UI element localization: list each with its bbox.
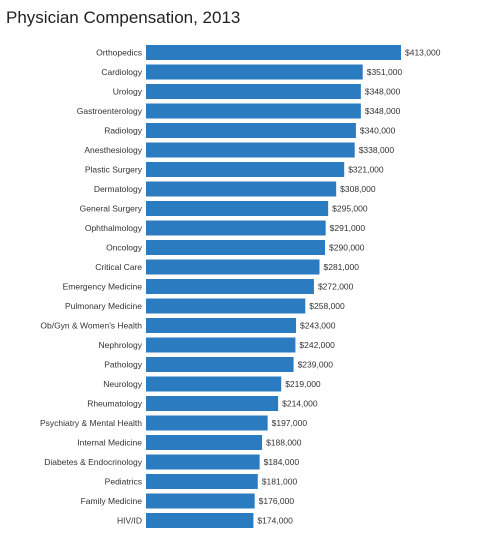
category-label: Orthopedics <box>96 48 142 58</box>
value-label: $219,000 <box>285 379 321 389</box>
value-label: $242,000 <box>299 340 335 350</box>
value-label: $291,000 <box>330 223 366 233</box>
category-label: Internal Medicine <box>77 438 142 448</box>
value-label: $281,000 <box>323 262 359 272</box>
bar <box>146 181 337 197</box>
value-label: $239,000 <box>298 360 334 370</box>
bar <box>146 279 314 294</box>
value-label: $243,000 <box>300 321 336 331</box>
category-label: Pathology <box>104 360 143 370</box>
category-label: Rheumatology <box>87 399 143 409</box>
bar <box>146 259 320 275</box>
value-label: $290,000 <box>329 243 365 253</box>
bar <box>146 162 345 177</box>
category-label: Cardiology <box>101 67 142 77</box>
bar <box>146 357 294 372</box>
bar <box>146 45 401 60</box>
bar <box>146 454 260 470</box>
bar <box>146 201 329 216</box>
bar <box>146 142 355 158</box>
category-label: General Surgery <box>80 204 143 214</box>
value-label: $340,000 <box>360 126 396 136</box>
value-label: $272,000 <box>318 282 354 292</box>
bar <box>146 337 296 353</box>
bar <box>146 123 356 138</box>
category-label: Family Medicine <box>81 496 143 506</box>
bar <box>146 220 326 236</box>
category-label: Nephrology <box>99 340 143 350</box>
category-label: Neurology <box>103 379 142 389</box>
value-label: $176,000 <box>259 496 295 506</box>
bar <box>146 415 268 431</box>
bar <box>146 318 297 333</box>
category-label: Urology <box>113 87 143 97</box>
value-label: $181,000 <box>262 477 298 487</box>
value-label: $351,000 <box>367 67 403 77</box>
category-label: Plastic Surgery <box>85 165 143 175</box>
bar <box>146 298 306 314</box>
value-label: $214,000 <box>282 399 318 409</box>
bar <box>146 474 258 489</box>
bar <box>146 493 255 509</box>
category-label: Oncology <box>106 243 143 253</box>
bar <box>146 513 254 528</box>
value-label: $258,000 <box>309 301 345 311</box>
category-label: Diabetes & Endocrinology <box>44 457 143 467</box>
bar <box>146 435 263 450</box>
value-label: $188,000 <box>266 438 302 448</box>
bar <box>146 103 361 119</box>
value-label: $197,000 <box>272 418 308 428</box>
value-label: $174,000 <box>257 516 293 526</box>
category-label: Pulmonary Medicine <box>65 301 142 311</box>
value-label: $295,000 <box>332 204 368 214</box>
value-label: $308,000 <box>340 184 376 194</box>
category-label: HIV/ID <box>117 516 142 526</box>
category-label: Critical Care <box>95 262 142 272</box>
value-label: $338,000 <box>359 145 395 155</box>
category-label: Pediatrics <box>105 477 142 487</box>
value-label: $184,000 <box>264 457 300 467</box>
bar <box>146 376 282 392</box>
value-label: $413,000 <box>405 48 441 58</box>
bar <box>146 64 363 80</box>
chart-title: Physician Compensation, 2013 <box>6 8 241 27</box>
value-label: $321,000 <box>348 165 384 175</box>
category-label: Anesthesiology <box>84 145 142 155</box>
bar <box>146 84 361 99</box>
value-label: $348,000 <box>365 106 401 116</box>
category-label: Radiology <box>104 126 143 136</box>
category-label: Ob/Gyn & Women's Health <box>40 321 142 331</box>
category-label: Dermatology <box>94 184 143 194</box>
category-label: Emergency Medicine <box>63 282 143 292</box>
category-label: Ophthalmology <box>85 223 143 233</box>
bar <box>146 240 326 255</box>
bar <box>146 396 279 411</box>
category-label: Gastroenterology <box>77 106 143 116</box>
value-label: $348,000 <box>365 87 401 97</box>
category-label: Psychiatry & Mental Health <box>40 418 142 428</box>
